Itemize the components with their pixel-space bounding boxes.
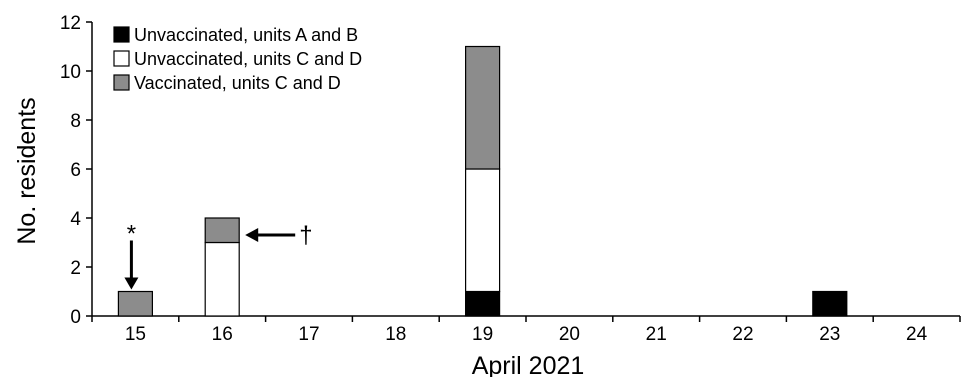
y-tick-label: 2: [70, 258, 81, 279]
chart-legend: Unvaccinated, units A and B Unvaccinated,…: [113, 25, 362, 93]
annotation-arrow: †: [245, 222, 313, 249]
bar-segment-series-3: [117, 290, 154, 317]
bar-segment-series-3: [465, 45, 501, 170]
y-tick-label: 8: [70, 111, 81, 132]
arrow-head: [124, 277, 139, 290]
annotation-arrow: *: [124, 221, 139, 290]
y-axis-title: No. residents: [13, 97, 41, 244]
legend-label: Unvaccinated, units A and B: [134, 25, 358, 45]
x-tick-label: 21: [646, 324, 667, 345]
legend-item-2: Unvaccinated, units C and D: [113, 49, 362, 69]
bar-segment-series-1: [465, 290, 501, 317]
annotation-label: †: [299, 222, 312, 249]
chart-annotations: * †: [124, 221, 313, 290]
legend-item-1: Unvaccinated, units A and B: [113, 25, 358, 45]
annotation-label: *: [127, 221, 136, 248]
x-tick-label: 24: [906, 324, 928, 345]
legend-swatch: [113, 26, 130, 43]
bar-segment-series-1: [812, 290, 848, 317]
legend-item-3: Vaccinated, units C and D: [113, 73, 341, 93]
x-axis-title: April 2021: [472, 352, 585, 377]
x-tick-label: 22: [732, 324, 753, 345]
bar-segment-series-2: [465, 168, 501, 293]
bar-segment-series-2: [204, 241, 240, 317]
legend-swatch: [113, 74, 130, 91]
y-tick-label: 12: [60, 13, 81, 34]
x-tick-label: 23: [819, 324, 840, 345]
y-tick-label: 0: [70, 307, 81, 328]
legend-label: Unvaccinated, units C and D: [134, 49, 362, 69]
x-tick-label: 16: [212, 324, 233, 345]
x-tick-label: 17: [298, 324, 319, 345]
chart-bars: [117, 45, 848, 317]
legend-label: Vaccinated, units C and D: [134, 73, 341, 93]
x-tick-label: 19: [472, 324, 493, 345]
arrow-head: [245, 228, 259, 242]
x-tick-label: 20: [559, 324, 580, 345]
y-tick-label: 10: [60, 62, 81, 83]
x-tick-label: 15: [125, 324, 146, 345]
x-tick-label: 18: [385, 324, 406, 345]
legend-swatch: [113, 50, 130, 67]
y-tick-label: 4: [70, 209, 81, 230]
y-tick-label: 6: [70, 160, 81, 181]
bar-segment-series-3: [204, 217, 240, 244]
